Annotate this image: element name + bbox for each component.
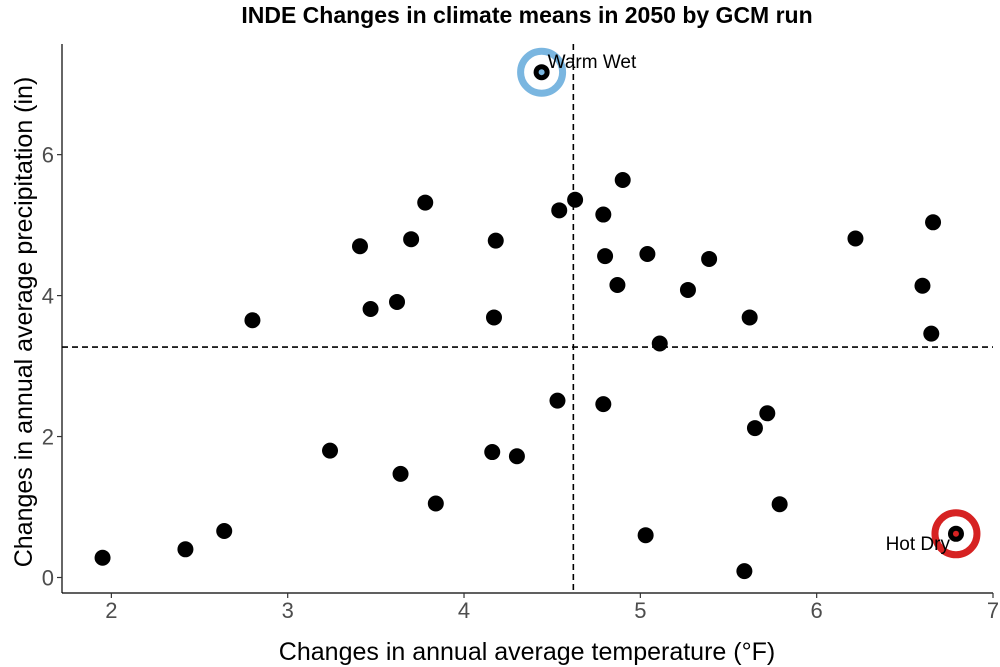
x-tick-label: 2 <box>105 598 117 623</box>
x-tick-label: 4 <box>458 598 470 623</box>
axes <box>61 44 993 594</box>
data-point <box>351 238 368 255</box>
data-point <box>417 194 434 211</box>
data-point <box>392 465 409 482</box>
data-point <box>485 309 502 326</box>
y-tick-label: 0 <box>42 565 54 590</box>
data-point <box>597 248 614 265</box>
data-point <box>925 214 942 231</box>
reference-lines <box>62 44 993 593</box>
data-point <box>362 300 379 317</box>
data-point <box>94 549 111 566</box>
data-point <box>923 325 940 342</box>
data-point <box>595 396 612 413</box>
data-point <box>609 277 626 294</box>
data-point <box>549 392 566 409</box>
x-axis-title: Changes in annual average temperature (°… <box>279 638 775 666</box>
highlight-label: Warm Wet <box>548 52 637 73</box>
y-tick-label: 4 <box>42 284 54 309</box>
data-point <box>679 281 696 298</box>
data-point <box>701 250 718 267</box>
data-point <box>322 442 339 459</box>
highlight-label: Hot Dry <box>886 534 951 555</box>
data-point <box>567 191 584 208</box>
data-point <box>403 231 420 248</box>
data-point <box>216 522 233 539</box>
x-axis-ticks: 2 3 4 5 6 7 <box>105 593 999 623</box>
data-point <box>487 232 504 249</box>
y-axis-ticks: 0 2 4 6 <box>42 143 62 590</box>
data-points <box>94 64 964 580</box>
data-point <box>847 230 864 247</box>
highlight-centers <box>538 69 959 537</box>
data-point <box>771 496 788 513</box>
data-point <box>759 405 776 422</box>
data-point <box>614 172 631 189</box>
data-point <box>914 277 931 294</box>
data-point <box>508 448 525 465</box>
data-point <box>595 206 612 223</box>
data-point <box>637 527 654 544</box>
data-point <box>639 246 656 263</box>
data-point <box>741 309 758 326</box>
data-point <box>389 293 406 310</box>
y-tick-label: 6 <box>42 143 54 168</box>
data-point <box>736 563 753 580</box>
x-tick-label: 6 <box>811 598 823 623</box>
x-tick-label: 3 <box>282 598 294 623</box>
data-point <box>484 444 501 461</box>
data-point <box>651 335 668 352</box>
data-point <box>427 495 444 512</box>
x-tick-label: 5 <box>634 598 646 623</box>
data-point <box>244 312 261 329</box>
highlight-rings <box>517 47 981 559</box>
highlight-ring <box>517 47 567 97</box>
x-tick-label: 7 <box>987 598 999 623</box>
y-tick-label: 2 <box>42 425 54 450</box>
highlight-ring <box>931 509 981 559</box>
data-point <box>551 202 568 219</box>
y-axis-title: Changes in annual average precipitation … <box>10 77 38 568</box>
data-point <box>746 420 763 437</box>
highlight-center <box>952 530 959 537</box>
chart-title: INDE Changes in climate means in 2050 by… <box>241 2 812 28</box>
data-point <box>177 541 194 558</box>
highlight-labels: Warm Wet Hot Dry <box>548 52 951 555</box>
highlight-center <box>538 69 545 76</box>
